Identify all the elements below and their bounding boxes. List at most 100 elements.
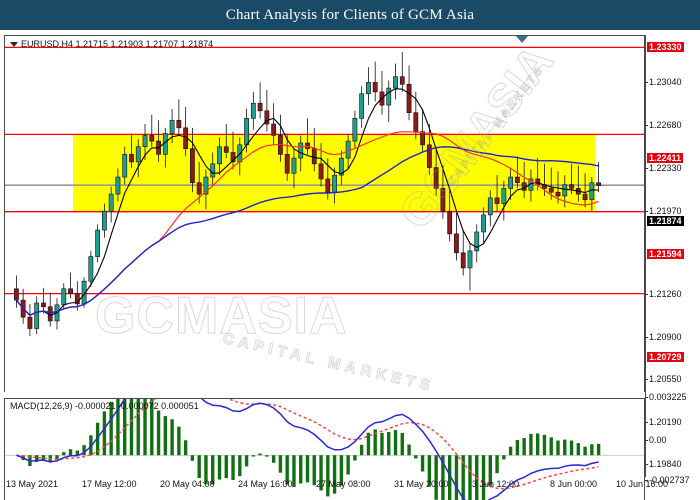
price-axis-label: 1.22680 xyxy=(649,120,682,130)
time-axis-label: 3 Jun 12:00 xyxy=(472,479,520,489)
price-axis-label: 1.21594 xyxy=(647,249,684,259)
candle-body xyxy=(467,250,473,269)
candle-body xyxy=(514,176,520,184)
candle-body xyxy=(596,182,602,186)
price-axis-tick xyxy=(645,294,648,295)
time-axis-label: 17 May 12:00 xyxy=(82,479,137,489)
candle-body xyxy=(372,82,378,93)
candle-body xyxy=(74,293,80,305)
candle-body xyxy=(244,118,249,146)
candle-body xyxy=(250,102,256,119)
candle-body xyxy=(447,210,453,235)
candle-body xyxy=(440,188,446,212)
candle-body xyxy=(149,135,155,142)
candle-body xyxy=(325,178,331,193)
candle-body xyxy=(332,174,337,193)
price-axis-label: 1.19840 xyxy=(649,459,682,469)
macd-axis-tick xyxy=(645,440,648,441)
ma-slow-line xyxy=(15,146,599,317)
chevron-down-icon[interactable] xyxy=(10,42,18,48)
candle-body xyxy=(61,288,67,306)
candle-body xyxy=(305,142,310,149)
macd-indicator-pane[interactable] xyxy=(4,398,645,500)
candle-body xyxy=(318,163,324,180)
price-axis-spine xyxy=(645,35,646,392)
time-axis-label: 27 May 08:00 xyxy=(316,479,371,489)
price-axis-label: 1.23330 xyxy=(647,42,684,52)
candle-body xyxy=(508,176,514,189)
candle-body xyxy=(284,154,290,174)
candle-body xyxy=(176,119,182,129)
price-axis[interactable]: 1.23330 1.23040 1.22680 1.22411 1.22330 1.219… xyxy=(645,35,700,469)
candle-body xyxy=(34,302,40,329)
candle-body xyxy=(420,131,425,146)
page-title: Chart Analysis for Clients of GCM Asia xyxy=(225,6,475,23)
candle-body xyxy=(298,142,304,159)
price-axis-label: 1.22330 xyxy=(649,163,682,173)
candle-body xyxy=(88,256,94,282)
price-axis-label: 1.20190 xyxy=(649,417,682,427)
candle-body xyxy=(142,135,148,148)
symbol-header[interactable]: EURUSD,H4 1.21715 1.21903 1.21707 1.2187… xyxy=(10,39,213,49)
price-chart-canvas xyxy=(5,46,644,337)
price-axis-label: 1.21970 xyxy=(649,206,682,216)
macd-axis-tick xyxy=(645,397,648,398)
candle-body xyxy=(271,123,277,136)
price-axis-tick xyxy=(645,337,648,338)
candle-body xyxy=(426,144,432,168)
candle-body xyxy=(399,76,405,85)
candle-body xyxy=(582,193,588,201)
symbol-header-text: EURUSD,H4 1.21715 1.21903 1.21707 1.2187… xyxy=(21,39,214,49)
price-axis-tick xyxy=(645,379,648,380)
macd-axis-label: -0.002737 xyxy=(649,475,690,485)
price-axis-tick xyxy=(645,125,648,126)
top-marker-icon xyxy=(516,36,528,43)
candle-body xyxy=(108,193,114,212)
candle-body xyxy=(129,154,134,163)
time-axis-label: 13 May 2021 xyxy=(6,479,59,489)
candle-body xyxy=(230,152,236,163)
indicator-header[interactable]: MACD(12,26,9) -0.000021 -0.000072 0.0000… xyxy=(10,401,199,411)
price-axis-label: 1.20729 xyxy=(647,352,684,362)
candle-body xyxy=(433,167,439,189)
macd-axis-label: 0.00 xyxy=(649,435,667,445)
price-chart-pane[interactable] xyxy=(4,35,645,392)
price-axis-label: 1.20900 xyxy=(649,332,682,342)
candle-body xyxy=(135,146,141,163)
chart-frame xyxy=(0,30,700,500)
candle-body xyxy=(487,197,493,216)
time-axis-label: 24 May 16:00 xyxy=(238,479,293,489)
candle-body xyxy=(13,288,19,301)
candle-body xyxy=(190,148,195,184)
candle-body xyxy=(101,210,107,231)
price-axis-tick xyxy=(645,82,648,83)
macd-axis[interactable]: 0.003225 0.00 -0.002737 xyxy=(645,392,700,485)
macd-axis-label: 0.003225 xyxy=(649,392,687,402)
candle-body xyxy=(41,302,46,308)
candle-body xyxy=(359,93,365,119)
candle-body xyxy=(474,231,480,252)
time-axis[interactable]: 13 May 2021 17 May 12:00 20 May 04:00 24 Ma… xyxy=(4,479,668,495)
candle-body xyxy=(210,163,216,178)
price-axis-label: 1.22411 xyxy=(647,153,684,163)
candle-body xyxy=(501,188,507,204)
candle-body xyxy=(386,87,392,106)
candle-body xyxy=(291,157,297,174)
candle-body xyxy=(68,288,73,294)
candle-body xyxy=(589,182,595,201)
candle-body xyxy=(122,154,128,178)
candle-body xyxy=(338,157,344,176)
time-axis-label: 31 May 20:00 xyxy=(394,479,449,489)
candle-body xyxy=(413,112,419,132)
indicator-header-text: MACD(12,26,9) -0.000021 -0.000072 0.0000… xyxy=(10,401,199,411)
macd-signal-line xyxy=(16,399,599,490)
price-axis-label: 1.23040 xyxy=(649,77,682,87)
price-axis-tick xyxy=(645,168,648,169)
candle-body xyxy=(27,316,33,329)
time-axis-label: 20 May 04:00 xyxy=(160,479,215,489)
candle-body xyxy=(217,146,222,165)
window-title-bar: Chart Analysis for Clients of GCM Asia xyxy=(0,0,700,30)
price-axis-tick xyxy=(645,422,648,423)
price-axis-label: 1.21874 xyxy=(647,216,684,226)
